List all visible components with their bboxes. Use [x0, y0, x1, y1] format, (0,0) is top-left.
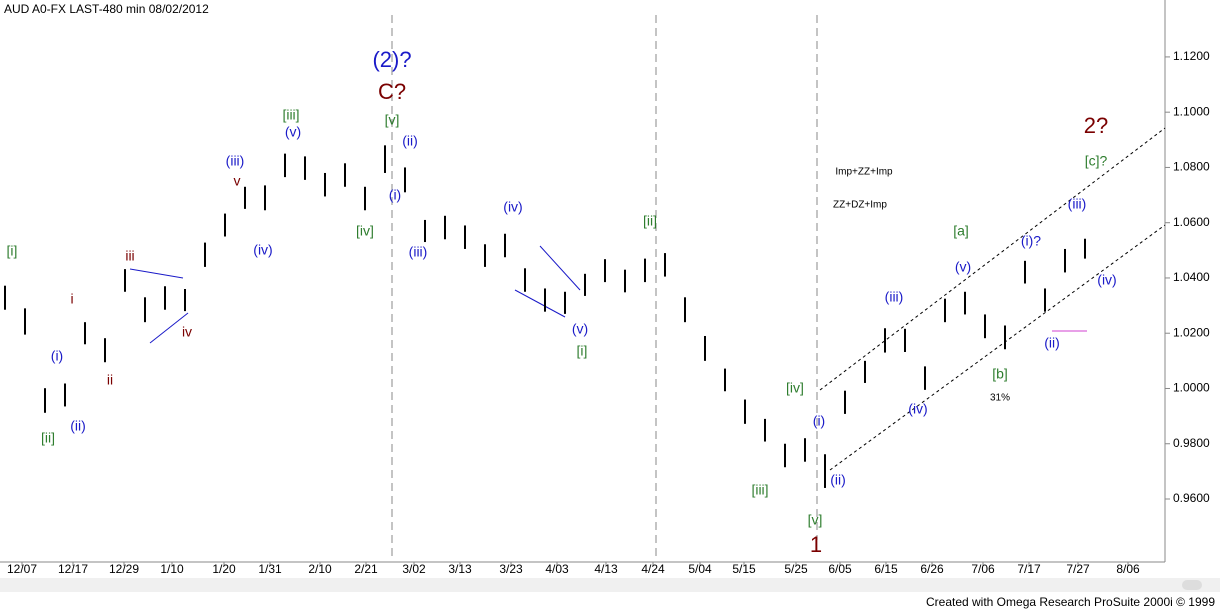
note: 31% — [990, 393, 1010, 404]
wave-label: [iii] — [282, 107, 299, 123]
wave-label: iii — [125, 248, 134, 264]
wave-dividers — [391, 15, 818, 560]
y-tick-label: 1.0000 — [1173, 381, 1210, 395]
wave-label: v — [234, 173, 241, 189]
wave-label: C? — [378, 79, 406, 104]
wave-label: (v) — [285, 124, 301, 140]
x-tick-label: 6/05 — [828, 562, 852, 576]
x-tick-label: 8/06 — [1116, 562, 1140, 576]
wave-label: [i] — [7, 243, 18, 259]
x-tick-label: 7/17 — [1017, 562, 1041, 576]
wave-label: [iii] — [751, 482, 768, 498]
x-tick-label: 1/20 — [212, 562, 236, 576]
x-tick-label: 1/31 — [258, 562, 282, 576]
wave-label: (i) — [389, 187, 401, 203]
wave-label: [iv] — [356, 223, 374, 239]
wave-label: (iv) — [253, 242, 272, 258]
y-tick-label: 0.9800 — [1173, 436, 1210, 450]
x-tick-label: 12/17 — [58, 562, 88, 576]
x-tick-label: 2/21 — [354, 562, 378, 576]
wave-label: [ii] — [643, 213, 657, 229]
wave-label: (iii) — [885, 289, 904, 305]
wave-label: (ii) — [830, 472, 846, 488]
wave-label: (2)? — [372, 47, 411, 72]
x-tick-label: 12/29 — [109, 562, 139, 576]
y-tick-label: 0.9600 — [1173, 491, 1210, 505]
wave-label: [a] — [953, 223, 969, 239]
wave-label: (iv) — [908, 401, 927, 417]
x-tick-label: 6/26 — [920, 562, 944, 576]
wave-label: [i] — [577, 343, 588, 359]
footer: Created with Omega Research ProSuite 200… — [926, 595, 1215, 609]
y-tick-label: 1.1200 — [1173, 49, 1210, 63]
wave-label: [v] — [808, 512, 823, 528]
wave-label: (i)? — [1021, 233, 1041, 249]
y-tick-label: 1.0800 — [1173, 160, 1210, 174]
wave-label: i — [70, 291, 73, 307]
x-tick-label: 5/15 — [732, 562, 756, 576]
x-tick-label: 4/13 — [594, 562, 618, 576]
wave-label: (iv) — [503, 199, 522, 215]
wave-label: (iii) — [409, 244, 428, 260]
wave-label: (i) — [813, 413, 825, 429]
annotations: [i] i (i) ii [ii] (ii) iii iv (iii) v (i… — [7, 47, 1117, 557]
x-tick-label: 2/10 — [308, 562, 332, 576]
x-tick-label: 3/02 — [402, 562, 426, 576]
wave-label: (v) — [955, 259, 971, 275]
wave-label: [c]? — [1085, 153, 1108, 169]
wave-label: (ii) — [70, 418, 86, 434]
wave-label: (i) — [51, 348, 63, 364]
triangles — [129, 245, 581, 344]
wave-label: (ii) — [1044, 335, 1060, 351]
wave-label: (ii) — [402, 133, 418, 149]
note: ZZ+DZ+Imp — [833, 200, 887, 211]
wave-label: [b] — [992, 366, 1008, 382]
note: Imp+ZZ+Imp — [835, 167, 893, 178]
x-tick-label: 4/03 — [545, 562, 569, 576]
wave-label: ii — [107, 372, 113, 388]
wave-label: (v) — [572, 321, 588, 337]
wave-label: (iii) — [1068, 196, 1087, 212]
wave-label: [ii] — [41, 430, 55, 446]
wave-label: 2? — [1084, 113, 1108, 138]
x-tick-label: 7/27 — [1066, 562, 1090, 576]
y-tick-label: 1.0600 — [1173, 215, 1210, 229]
x-tick-label: 1/10 — [160, 562, 184, 576]
wave-label: [iv] — [786, 380, 804, 396]
x-tick-label: 3/13 — [448, 562, 472, 576]
wave-label: [v] — [385, 112, 400, 128]
wave-label: (iii) — [226, 153, 245, 169]
x-tick-label: 7/06 — [971, 562, 995, 576]
wave-label: iv — [182, 324, 192, 340]
x-tick-label: 5/25 — [784, 562, 808, 576]
channel — [819, 127, 1166, 471]
x-tick-label: 4/24 — [641, 562, 665, 576]
wave-label: 1 — [810, 532, 822, 557]
x-tick-label: 6/15 — [874, 562, 898, 576]
x-tick-label: 12/07 — [7, 562, 37, 576]
x-tick-label: 5/04 — [688, 562, 712, 576]
scrollbar — [0, 578, 1220, 592]
y-tick-label: 1.0400 — [1173, 270, 1210, 284]
wave-label: (iv) — [1097, 272, 1116, 288]
scroll-thumb[interactable] — [1182, 580, 1202, 590]
x-tick-label: 3/23 — [499, 562, 523, 576]
y-tick-label: 1.0200 — [1173, 325, 1210, 339]
y-tick-label: 1.1000 — [1173, 104, 1210, 118]
chart-title: AUD A0-FX LAST-480 min 08/02/2012 — [4, 2, 209, 16]
